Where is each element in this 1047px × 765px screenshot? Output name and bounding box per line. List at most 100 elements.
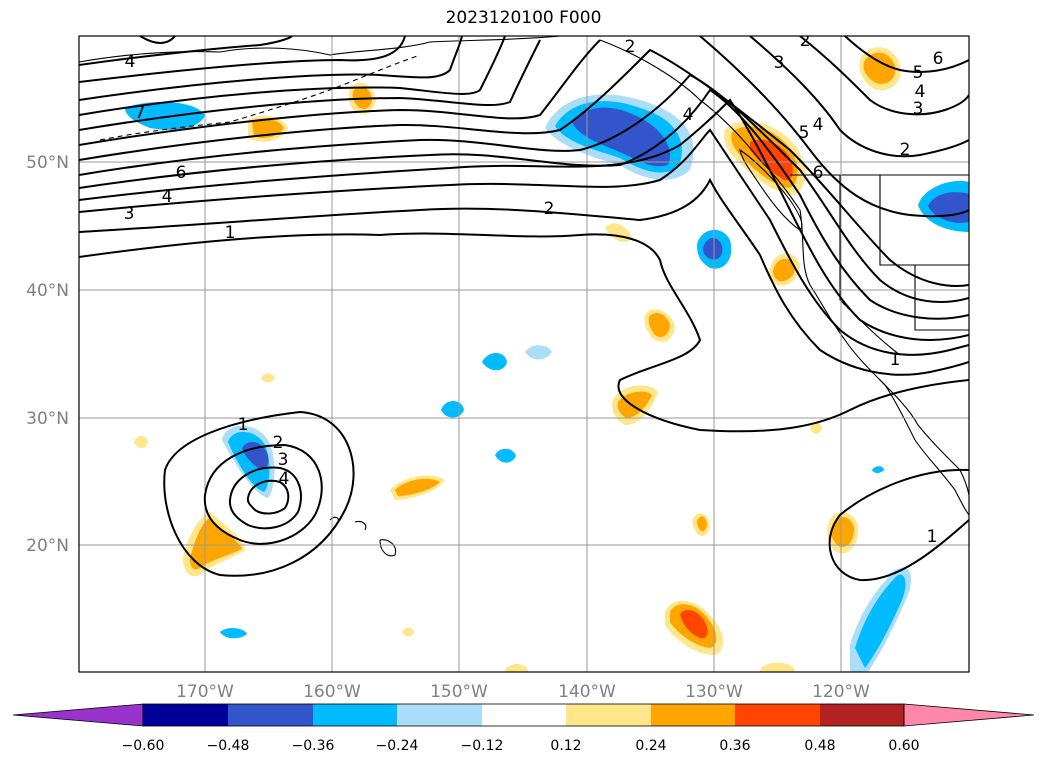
contour-lines — [79, 36, 969, 582]
contour-label: 6 — [813, 163, 824, 183]
lon-label-170w: 170°W — [176, 682, 234, 702]
colorbar-swatch — [143, 704, 228, 726]
colorbar-tick-label: 0.60 — [888, 738, 919, 754]
lon-label-150w: 150°W — [430, 682, 488, 702]
alaska-coast — [79, 36, 561, 63]
contour-label: 5 — [913, 63, 924, 83]
negative-anomaly — [495, 448, 516, 463]
contour-line — [79, 232, 969, 433]
negative-anomaly — [125, 101, 205, 130]
contour-line — [79, 48, 969, 287]
contour-line — [228, 466, 302, 530]
colorbar-tick-label: 0.24 — [635, 738, 666, 754]
negative-anomaly — [703, 237, 723, 260]
contour-label: 2 — [625, 37, 636, 57]
contour-label: 3 — [278, 450, 289, 470]
positive-anomaly — [760, 662, 795, 672]
longitude-labels: 170°W 160°W 150°W 140°W 130°W 120°W — [176, 682, 870, 702]
positive-anomaly — [617, 391, 652, 418]
colorbar-swatch — [651, 704, 735, 726]
contour-line — [79, 36, 506, 116]
lon-label-160w: 160°W — [303, 682, 361, 702]
contour-line — [79, 39, 541, 131]
contour-label: 4 — [162, 187, 173, 207]
contour-label: 3 — [124, 204, 135, 224]
contour-line — [844, 36, 969, 73]
lat-label-50n: 50°N — [26, 153, 69, 173]
negative-anomaly — [872, 466, 884, 473]
contour-label-group: 4 7 6 4 3 1 2 1 2 3 4 1 2 3 5 4 6 5 4 3 … — [124, 31, 944, 547]
contour-label: 4 — [915, 82, 926, 102]
colorbar-swatch — [482, 704, 566, 726]
state-border — [914, 265, 969, 331]
colorbar-swatch — [228, 704, 313, 726]
canada-states-border — [879, 175, 969, 266]
contour-line — [163, 410, 355, 577]
contour-label: 7 — [135, 103, 146, 123]
colorbar-swatch — [397, 704, 482, 726]
contour-line — [699, 36, 969, 218]
contour-label: 1 — [890, 350, 901, 370]
lat-label-20n: 20°N — [26, 536, 69, 556]
contour-line — [246, 479, 290, 515]
positive-anomaly — [395, 478, 440, 496]
colorbar-swatch — [820, 704, 904, 726]
colorbar-swatch — [735, 704, 820, 726]
colorbar-tick-label: −0.60 — [122, 738, 165, 754]
contour-label: 4 — [125, 52, 136, 72]
contour-label: 5 — [799, 123, 810, 143]
positive-anomaly — [810, 422, 822, 434]
colorbar-tick-label: 0.48 — [804, 738, 835, 754]
colorbar-tick-label: 0.36 — [719, 738, 750, 754]
colorbar-tick-label: 0.12 — [550, 738, 581, 754]
north-america-coast — [599, 39, 969, 516]
contour-line — [828, 468, 969, 582]
contour-label: 2 — [800, 31, 811, 51]
contour-line — [139, 36, 176, 44]
contour-line — [799, 36, 969, 116]
colorbar-tick-label: −0.36 — [292, 738, 335, 754]
lon-label-140w: 140°W — [558, 682, 616, 702]
colorbar-swatch — [566, 704, 651, 726]
contour-line — [79, 177, 969, 376]
negative-anomaly — [441, 401, 464, 418]
contour-line — [79, 36, 406, 83]
contour-line — [79, 88, 969, 320]
lat-label-30n: 30°N — [26, 409, 69, 429]
positive-anomaly — [697, 516, 707, 532]
positive-anomaly — [190, 518, 242, 570]
colorbar-tick-label: −0.48 — [207, 738, 250, 754]
aleutian-islands — [99, 54, 421, 141]
contour-line — [79, 98, 969, 341]
contour-label: 6 — [176, 163, 187, 183]
colorbar-extend-high — [903, 703, 1035, 727]
negative-anomaly — [220, 627, 247, 639]
negative-anomaly — [855, 574, 906, 668]
positive-anomaly — [261, 373, 275, 383]
colorbar: −0.60 −0.48 −0.36 −0.24 −0.12 0.12 0.24 … — [12, 703, 1035, 754]
latitude-labels: 50°N 40°N 30°N 20°N — [26, 153, 69, 556]
positive-anomaly — [505, 664, 528, 672]
negative-anomaly — [242, 441, 269, 470]
contour-label: 1 — [927, 527, 938, 547]
positive-anomaly — [863, 52, 896, 85]
map-panel — [79, 36, 969, 672]
contour-label: 6 — [933, 49, 944, 69]
contour-line — [79, 36, 293, 66]
positive-anomaly — [773, 258, 795, 282]
lon-label-120w: 120°W — [812, 682, 870, 702]
contour-label: 2 — [273, 433, 284, 453]
contour-line — [203, 443, 323, 545]
contour-label: 3 — [774, 53, 785, 73]
positive-anomaly — [831, 517, 855, 548]
chart-title: 2023120100 F000 — [445, 8, 602, 28]
colorbar-swatch — [313, 704, 397, 726]
contour-label: 4 — [683, 105, 694, 125]
baja-coast — [879, 379, 969, 496]
negative-anomaly — [572, 107, 671, 167]
lat-label-40n: 40°N — [26, 281, 69, 301]
contour-label: 4 — [813, 115, 824, 135]
lon-label-130w: 130°W — [685, 682, 743, 702]
negative-anomaly — [525, 345, 552, 360]
